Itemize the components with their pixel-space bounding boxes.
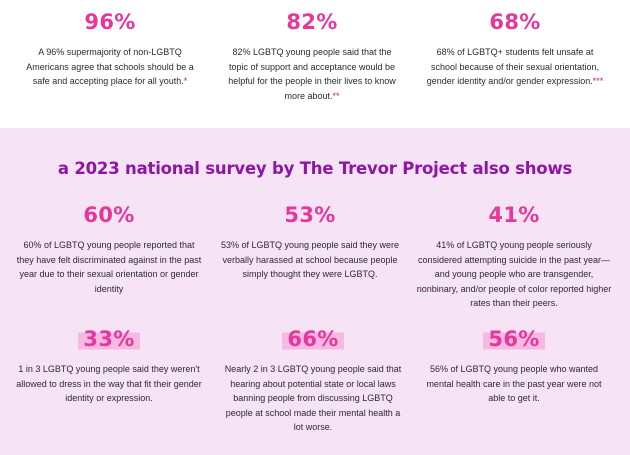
- footnote-mark: *: [183, 76, 188, 86]
- stat-56: 56% 56% of LGBTQ young people who wanted…: [418, 327, 610, 406]
- stat-96: 96% A 96% supermajority of non-LGBTQ Ame…: [25, 10, 195, 89]
- stat-description: A 96% supermajority of non-LGBTQ America…: [26, 47, 194, 86]
- survey-heading: a 2023 national survey by The Trevor Pro…: [57, 159, 573, 178]
- stat-description: 60% of LGBTQ young people reported that …: [16, 240, 202, 294]
- stat-percentage: 96%: [84, 10, 136, 34]
- survey-section: [0, 128, 630, 455]
- stat-description: 82% LGBTQ young people said that the top…: [228, 47, 396, 101]
- stat-description: 41% of LGBTQ young people seriously cons…: [416, 240, 612, 308]
- stat-percentage: 60%: [83, 203, 135, 227]
- stat-description: Nearly 2 in 3 LGBTQ young people said th…: [224, 364, 402, 432]
- stat-description: 53% of LGBTQ young people said they were…: [220, 240, 400, 279]
- stat-68: 68% 68% of LGBTQ+ students felt unsafe a…: [425, 10, 605, 89]
- stat-percentage: 53%: [284, 203, 336, 227]
- footnote-mark: **: [332, 90, 340, 101]
- stat-percentage: 41%: [488, 203, 540, 227]
- stat-percentage: 33%: [78, 327, 140, 351]
- stat-82: 82% 82% LGBTQ young people said that the…: [222, 10, 402, 103]
- footnote-mark: ***: [592, 76, 604, 86]
- stat-33: 33% 1 in 3 LGBTQ young people said they …: [15, 327, 203, 406]
- stat-percentage: 82%: [286, 10, 338, 34]
- stat-description: 1 in 3 LGBTQ young people said they were…: [16, 364, 202, 403]
- stat-description: 56% of LGBTQ young people who wanted men…: [426, 364, 602, 403]
- stat-description: 68% of LGBTQ+ students felt unsafe at sc…: [426, 47, 604, 86]
- stat-41: 41% 41% of LGBTQ young people seriously …: [416, 203, 612, 311]
- stat-53: 53% 53% of LGBTQ young people said they …: [220, 203, 400, 282]
- stat-percentage: 68%: [489, 10, 541, 34]
- stat-60: 60% 60% of LGBTQ young people reported t…: [15, 203, 203, 296]
- stat-66: 66% Nearly 2 in 3 LGBTQ young people sai…: [222, 327, 404, 435]
- top-section: [0, 0, 630, 128]
- stat-percentage: 66%: [282, 327, 344, 351]
- stat-percentage: 56%: [483, 327, 545, 351]
